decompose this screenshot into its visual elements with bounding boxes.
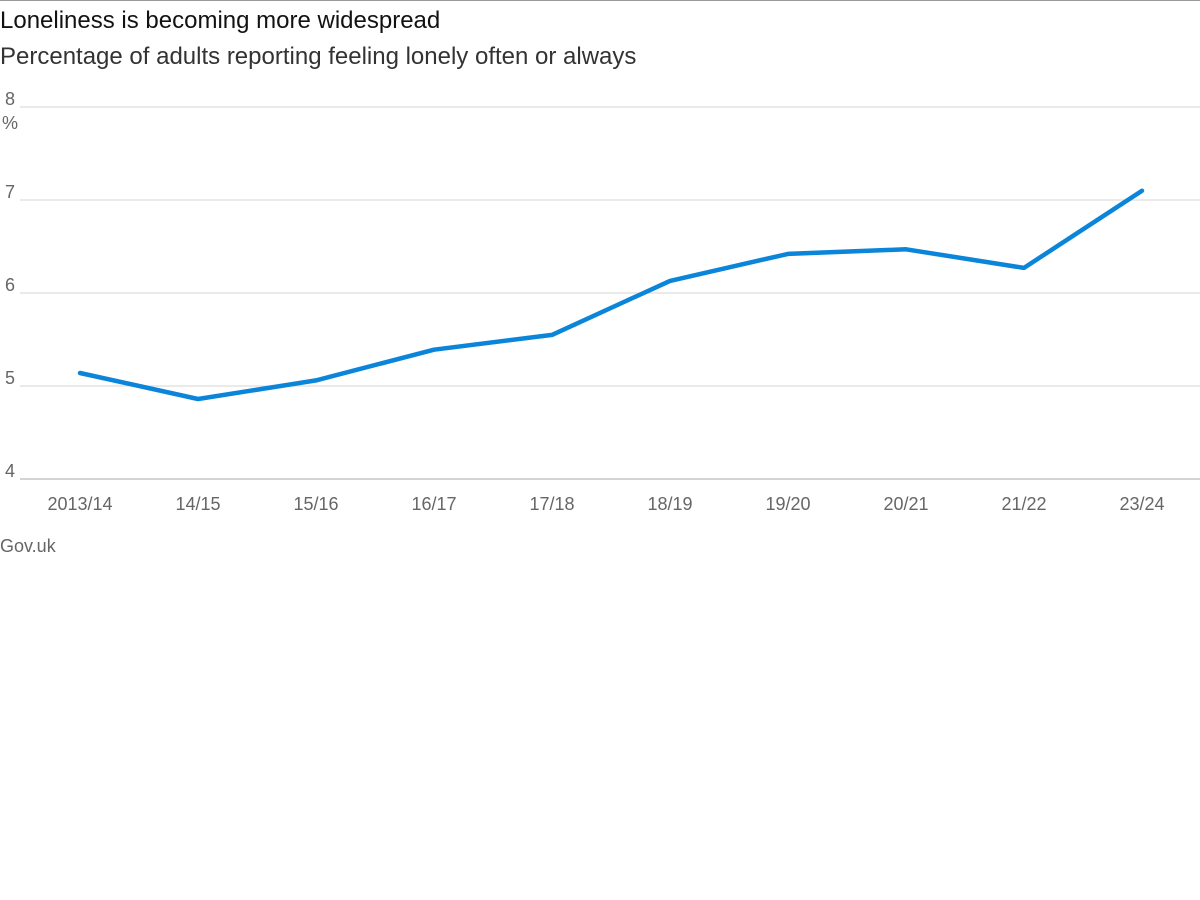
y-tick-label: 5: [5, 368, 15, 388]
top-rule: [0, 0, 1200, 1]
y-tick-label: 6: [5, 275, 15, 295]
source-note: Gov.uk: [0, 536, 56, 556]
y-tick-label: 4: [5, 461, 15, 481]
x-tick-label: 2013/14: [47, 494, 112, 514]
y-tick-label: 8: [5, 89, 15, 109]
x-tick-label: 20/21: [883, 494, 928, 514]
chart-title: Loneliness is becoming more widespread: [0, 7, 441, 34]
x-tick-label: 16/17: [411, 494, 456, 514]
x-tick-label: 14/15: [175, 494, 220, 514]
x-tick-label: 17/18: [529, 494, 574, 514]
chart-subtitle: Percentage of adults reporting feeling l…: [0, 43, 637, 70]
x-tick-label: 21/22: [1001, 494, 1046, 514]
series-line-0: [77, 188, 1145, 402]
y-unit-label: %: [2, 113, 18, 133]
x-tick-label: 15/16: [293, 494, 338, 514]
x-tick-label: 18/19: [647, 494, 692, 514]
y-tick-label: 7: [5, 182, 15, 202]
x-tick-label: 19/20: [765, 494, 810, 514]
line-chart: 4 5 6 7 8% 2013/14 14/15 15/16 16/17 17/18 18/19 19…: [2, 89, 1200, 514]
x-tick-label: 23/24: [1119, 494, 1164, 514]
